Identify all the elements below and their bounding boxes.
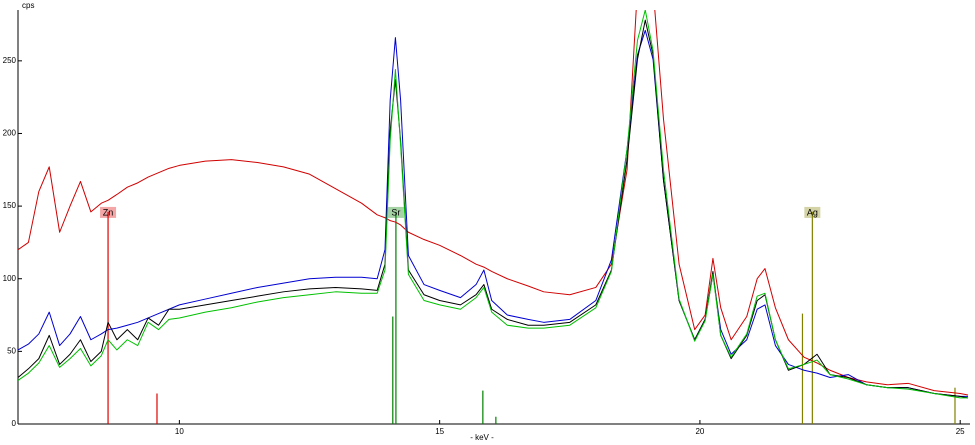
x-axis-label: - keV -: [470, 433, 494, 442]
plot-area: [18, 10, 969, 424]
series-line: [18, 10, 969, 396]
y-tick-label: 0: [12, 419, 17, 428]
x-tick-label: 20: [695, 427, 704, 436]
series-line: [18, 19, 969, 399]
series-line: [18, 29, 968, 397]
x-tick-label: 15: [435, 427, 444, 436]
x-tick-label: 25: [956, 427, 965, 436]
series-line: [18, 10, 968, 399]
element-tag-box: [100, 206, 117, 218]
x-tick-label: 10: [175, 427, 184, 436]
y-tick-label: 50: [7, 346, 16, 355]
y-axis-label: cps: [22, 1, 34, 10]
element-tag: Ag: [804, 206, 821, 218]
y-tick-label: 200: [3, 129, 17, 138]
y-tick-label: 250: [3, 56, 17, 65]
element-tag-box: [387, 206, 404, 218]
element-label: Sr: [391, 207, 400, 217]
element-tag: Zn: [100, 206, 117, 218]
element-tag: Sr: [387, 206, 404, 218]
element-label: Ag: [807, 207, 818, 217]
y-tick-label: 100: [3, 274, 17, 283]
element-tag-box: [804, 206, 821, 218]
element-label: Zn: [103, 207, 114, 217]
y-tick-label: 150: [3, 201, 17, 210]
